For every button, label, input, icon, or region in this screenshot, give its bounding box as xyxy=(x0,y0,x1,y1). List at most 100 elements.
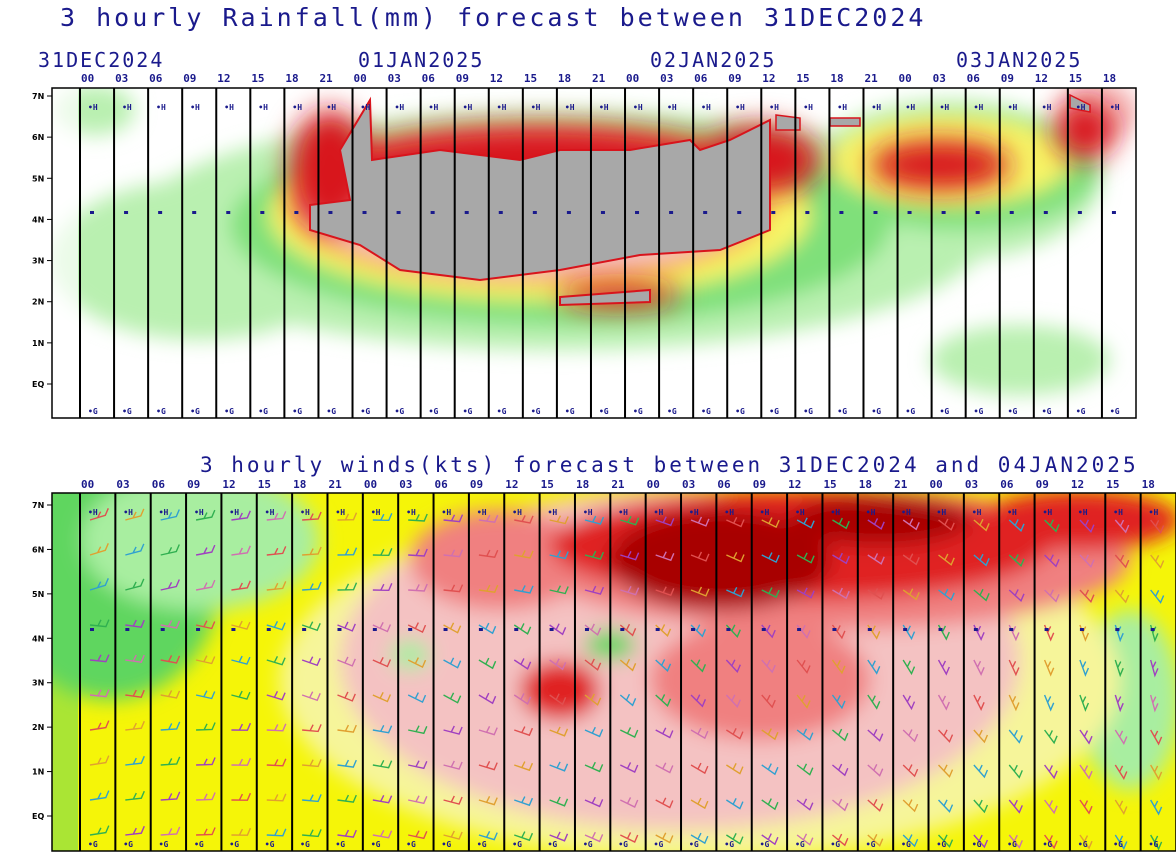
wind-barb xyxy=(1114,589,1130,604)
center-marker xyxy=(566,211,571,214)
wind-barb xyxy=(620,797,639,808)
wind-barb xyxy=(655,516,675,527)
g-marker: •G xyxy=(618,840,628,849)
hour-label: 03 xyxy=(660,72,673,85)
wind-barb xyxy=(372,830,393,839)
center-marker xyxy=(584,628,589,631)
high-marker: •H xyxy=(760,508,770,517)
wind-barb xyxy=(1043,694,1055,712)
wind-barb xyxy=(195,655,216,665)
center-marker xyxy=(620,628,625,631)
center-marker xyxy=(907,211,912,214)
wind-barb xyxy=(1114,799,1128,816)
wind-barb xyxy=(160,579,180,591)
wind-barb xyxy=(478,830,498,841)
latitude-label: 5N xyxy=(32,174,44,183)
wind-barb xyxy=(266,793,287,802)
wind-barb xyxy=(867,729,884,742)
center-marker xyxy=(669,211,674,214)
g-marker: •G xyxy=(940,407,950,416)
wind-barb xyxy=(584,796,604,808)
wind-barb xyxy=(549,831,569,842)
wind-barb xyxy=(302,829,322,838)
wind-barb xyxy=(620,727,639,738)
hour-label: 15 xyxy=(524,72,537,85)
hour-label: 00 xyxy=(364,478,377,491)
high-marker: •H xyxy=(654,508,664,517)
wind-barb xyxy=(1079,694,1090,712)
wind-barb xyxy=(266,691,286,701)
wind-barb xyxy=(302,581,322,591)
hour-label: 00 xyxy=(647,478,660,491)
wind-barb xyxy=(1150,799,1163,816)
wind-barb xyxy=(125,619,145,628)
wind-barb xyxy=(337,794,357,803)
wind-barb xyxy=(478,692,497,705)
latitude-label: 6N xyxy=(32,545,44,554)
high-marker: •H xyxy=(159,508,169,517)
wind-barb xyxy=(407,657,427,669)
high-marker: •H xyxy=(618,508,628,517)
hour-label: 06 xyxy=(967,72,981,85)
g-marker: •G xyxy=(1007,840,1017,849)
wind-barb xyxy=(195,690,216,700)
center-marker xyxy=(1044,628,1049,631)
wind-barb xyxy=(832,587,850,600)
high-marker: •H xyxy=(940,103,950,112)
high-marker: •H xyxy=(258,103,268,112)
latitude-label: 2N xyxy=(32,723,44,732)
latitude-label: 5N xyxy=(32,590,44,599)
center-marker xyxy=(302,628,307,631)
g-marker: •G xyxy=(229,840,239,849)
hour-label: 15 xyxy=(1106,478,1119,491)
wind-barb xyxy=(337,512,358,521)
wind-barb xyxy=(690,727,709,740)
wind-barb xyxy=(408,760,428,770)
hour-label: 06 xyxy=(422,72,436,85)
wind-barb xyxy=(443,622,462,634)
wind-barb xyxy=(655,727,674,739)
g-marker: •G xyxy=(972,840,982,849)
wind-barb xyxy=(266,621,286,631)
hour-label: 21 xyxy=(611,478,625,491)
wind-barb xyxy=(407,622,427,634)
hour-label: 03 xyxy=(933,72,946,85)
wind-barb xyxy=(1079,729,1093,745)
latitude-label: 3N xyxy=(32,679,44,688)
wind-barb xyxy=(160,620,181,629)
hour-label: 18 xyxy=(576,478,589,491)
wind-barb xyxy=(302,794,322,803)
wind-barb xyxy=(302,511,322,521)
wind-barb xyxy=(1044,729,1058,745)
g-marker: •G xyxy=(477,840,487,849)
wind-title: 3 hourly winds(kts) forecast between 31D… xyxy=(200,453,1139,477)
center-marker xyxy=(266,628,271,631)
center-marker xyxy=(1150,628,1155,631)
g-marker: •G xyxy=(1043,840,1053,849)
wind-barb xyxy=(196,722,216,731)
wind-barb xyxy=(620,586,640,596)
hour-label: 18 xyxy=(1103,72,1116,85)
high-marker: •H xyxy=(937,508,947,517)
wind-barb xyxy=(372,548,393,557)
wind-barb xyxy=(655,797,674,809)
wind-barb xyxy=(513,693,532,705)
wind-barb xyxy=(584,550,605,560)
center-marker xyxy=(443,628,448,631)
wind-barb xyxy=(89,543,109,556)
wind-barb xyxy=(196,757,216,766)
latitude-label: 2N xyxy=(32,298,44,307)
high-marker: •H xyxy=(326,103,336,112)
wind-barb xyxy=(549,623,567,636)
g-marker: •G xyxy=(265,840,275,849)
center-marker xyxy=(478,628,483,631)
high-marker: •H xyxy=(1113,508,1123,517)
wind-barb xyxy=(372,691,392,703)
wind-barb xyxy=(337,656,356,667)
left-strip xyxy=(52,88,78,418)
wind-barb xyxy=(89,790,110,801)
high-marker: •H xyxy=(1078,508,1088,517)
wind-barb xyxy=(514,761,534,772)
wind-barb xyxy=(655,832,674,844)
